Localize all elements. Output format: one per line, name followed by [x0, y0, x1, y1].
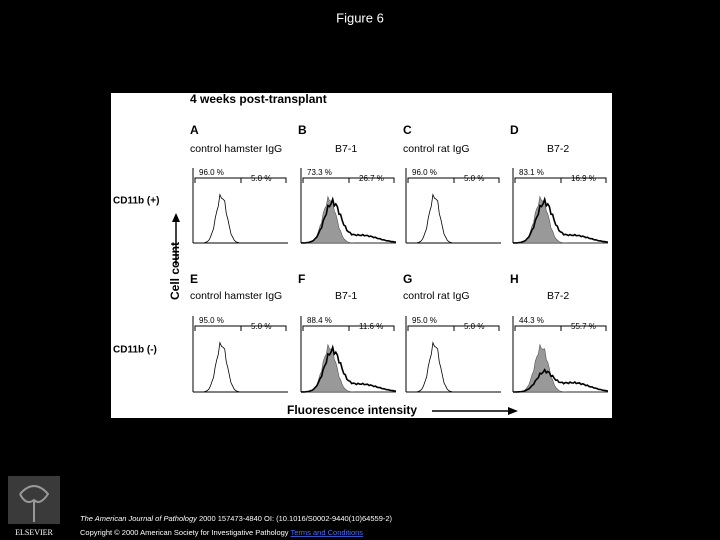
percent-left: 96.0 %	[412, 168, 437, 177]
gate-right	[240, 177, 287, 183]
gate-right	[240, 325, 287, 331]
percent-right: 5.0 %	[251, 174, 271, 183]
panel-letter: F	[298, 272, 305, 286]
panel-letter: A	[190, 123, 199, 137]
figure-background	[111, 93, 612, 418]
panel-letter: D	[510, 123, 519, 137]
y-axis-label: Cell count	[168, 242, 182, 300]
slide-title: Figure 6	[336, 10, 384, 25]
arrow-head	[172, 213, 180, 222]
panel-letter: G	[403, 272, 412, 286]
figure-heading: 4 weeks post-transplant	[190, 92, 327, 106]
panel-label: control rat IgG	[403, 143, 470, 155]
gate-right	[560, 325, 607, 331]
percent-left: 44.3 %	[519, 316, 544, 325]
percent-right: 5.0 %	[464, 174, 484, 183]
gate-right	[453, 177, 500, 183]
logo-text: ELSEVIER	[15, 528, 53, 537]
gate-right	[560, 177, 607, 183]
stain-histogram	[300, 344, 397, 393]
percent-left: 88.4 %	[307, 316, 332, 325]
panel-letter: H	[510, 272, 519, 286]
stain-histogram	[513, 368, 609, 393]
panel-label: B7-2	[547, 290, 569, 302]
control-histogram	[193, 341, 288, 393]
gate-right	[348, 325, 395, 331]
panel-letter: E	[190, 272, 198, 286]
control-histogram	[406, 341, 501, 393]
panel-label: control rat IgG	[403, 290, 470, 302]
percent-right: 11.6 %	[359, 322, 383, 331]
stain-histogram	[300, 196, 397, 244]
percent-right: 5.0 %	[251, 322, 271, 331]
percent-left: 95.0 %	[199, 316, 224, 325]
percent-right: 26.7 %	[359, 174, 384, 183]
terms-link[interactable]: Terms and Conditions	[291, 528, 364, 537]
citation-text: 2000 157473-4840 OI: (10.1016/S0002-9440…	[199, 514, 393, 523]
panel-letter: B	[298, 123, 307, 137]
logo-tree-drawing	[19, 485, 50, 522]
panel-label: B7-2	[547, 143, 569, 155]
percent-right: 16.9 %	[571, 174, 596, 183]
percent-left: 96.0 %	[199, 168, 224, 177]
row-label: CD11b (-)	[113, 345, 157, 356]
stain-histogram	[512, 196, 609, 244]
copyright: Copyright © 2000 American Society for In…	[80, 528, 289, 537]
copyright-line: Copyright © 2000 American Society for In…	[80, 528, 363, 537]
panel-label: B7-1	[335, 290, 357, 302]
journal: The American Journal of Pathology	[80, 514, 198, 523]
percent-left: 73.3 %	[307, 168, 332, 177]
row-label: CD11b (+)	[113, 196, 159, 207]
arrow-head	[508, 407, 518, 415]
panel-label: control hamster IgG	[190, 290, 282, 302]
control-histogram	[406, 193, 501, 244]
control-histogram	[193, 193, 288, 244]
panel-label: control hamster IgG	[190, 143, 282, 155]
percent-right: 55.7 %	[571, 322, 596, 331]
panel-label: B7-1	[335, 143, 357, 155]
percent-right: 5.0 %	[464, 322, 484, 331]
percent-left: 83.1 %	[519, 168, 544, 177]
panel-letter: C	[403, 123, 412, 137]
figure: 4 weeks post-transplant CD11b (+) CD11b …	[111, 92, 612, 418]
citation: The American Journal of Pathology 2000 1…	[80, 514, 393, 523]
percent-left: 95.0 %	[412, 316, 437, 325]
gate-right	[453, 325, 500, 331]
x-axis-label: Fluorescence intensity	[287, 403, 417, 417]
gate-right	[348, 177, 395, 183]
logo: ELSEVIER	[8, 476, 60, 537]
